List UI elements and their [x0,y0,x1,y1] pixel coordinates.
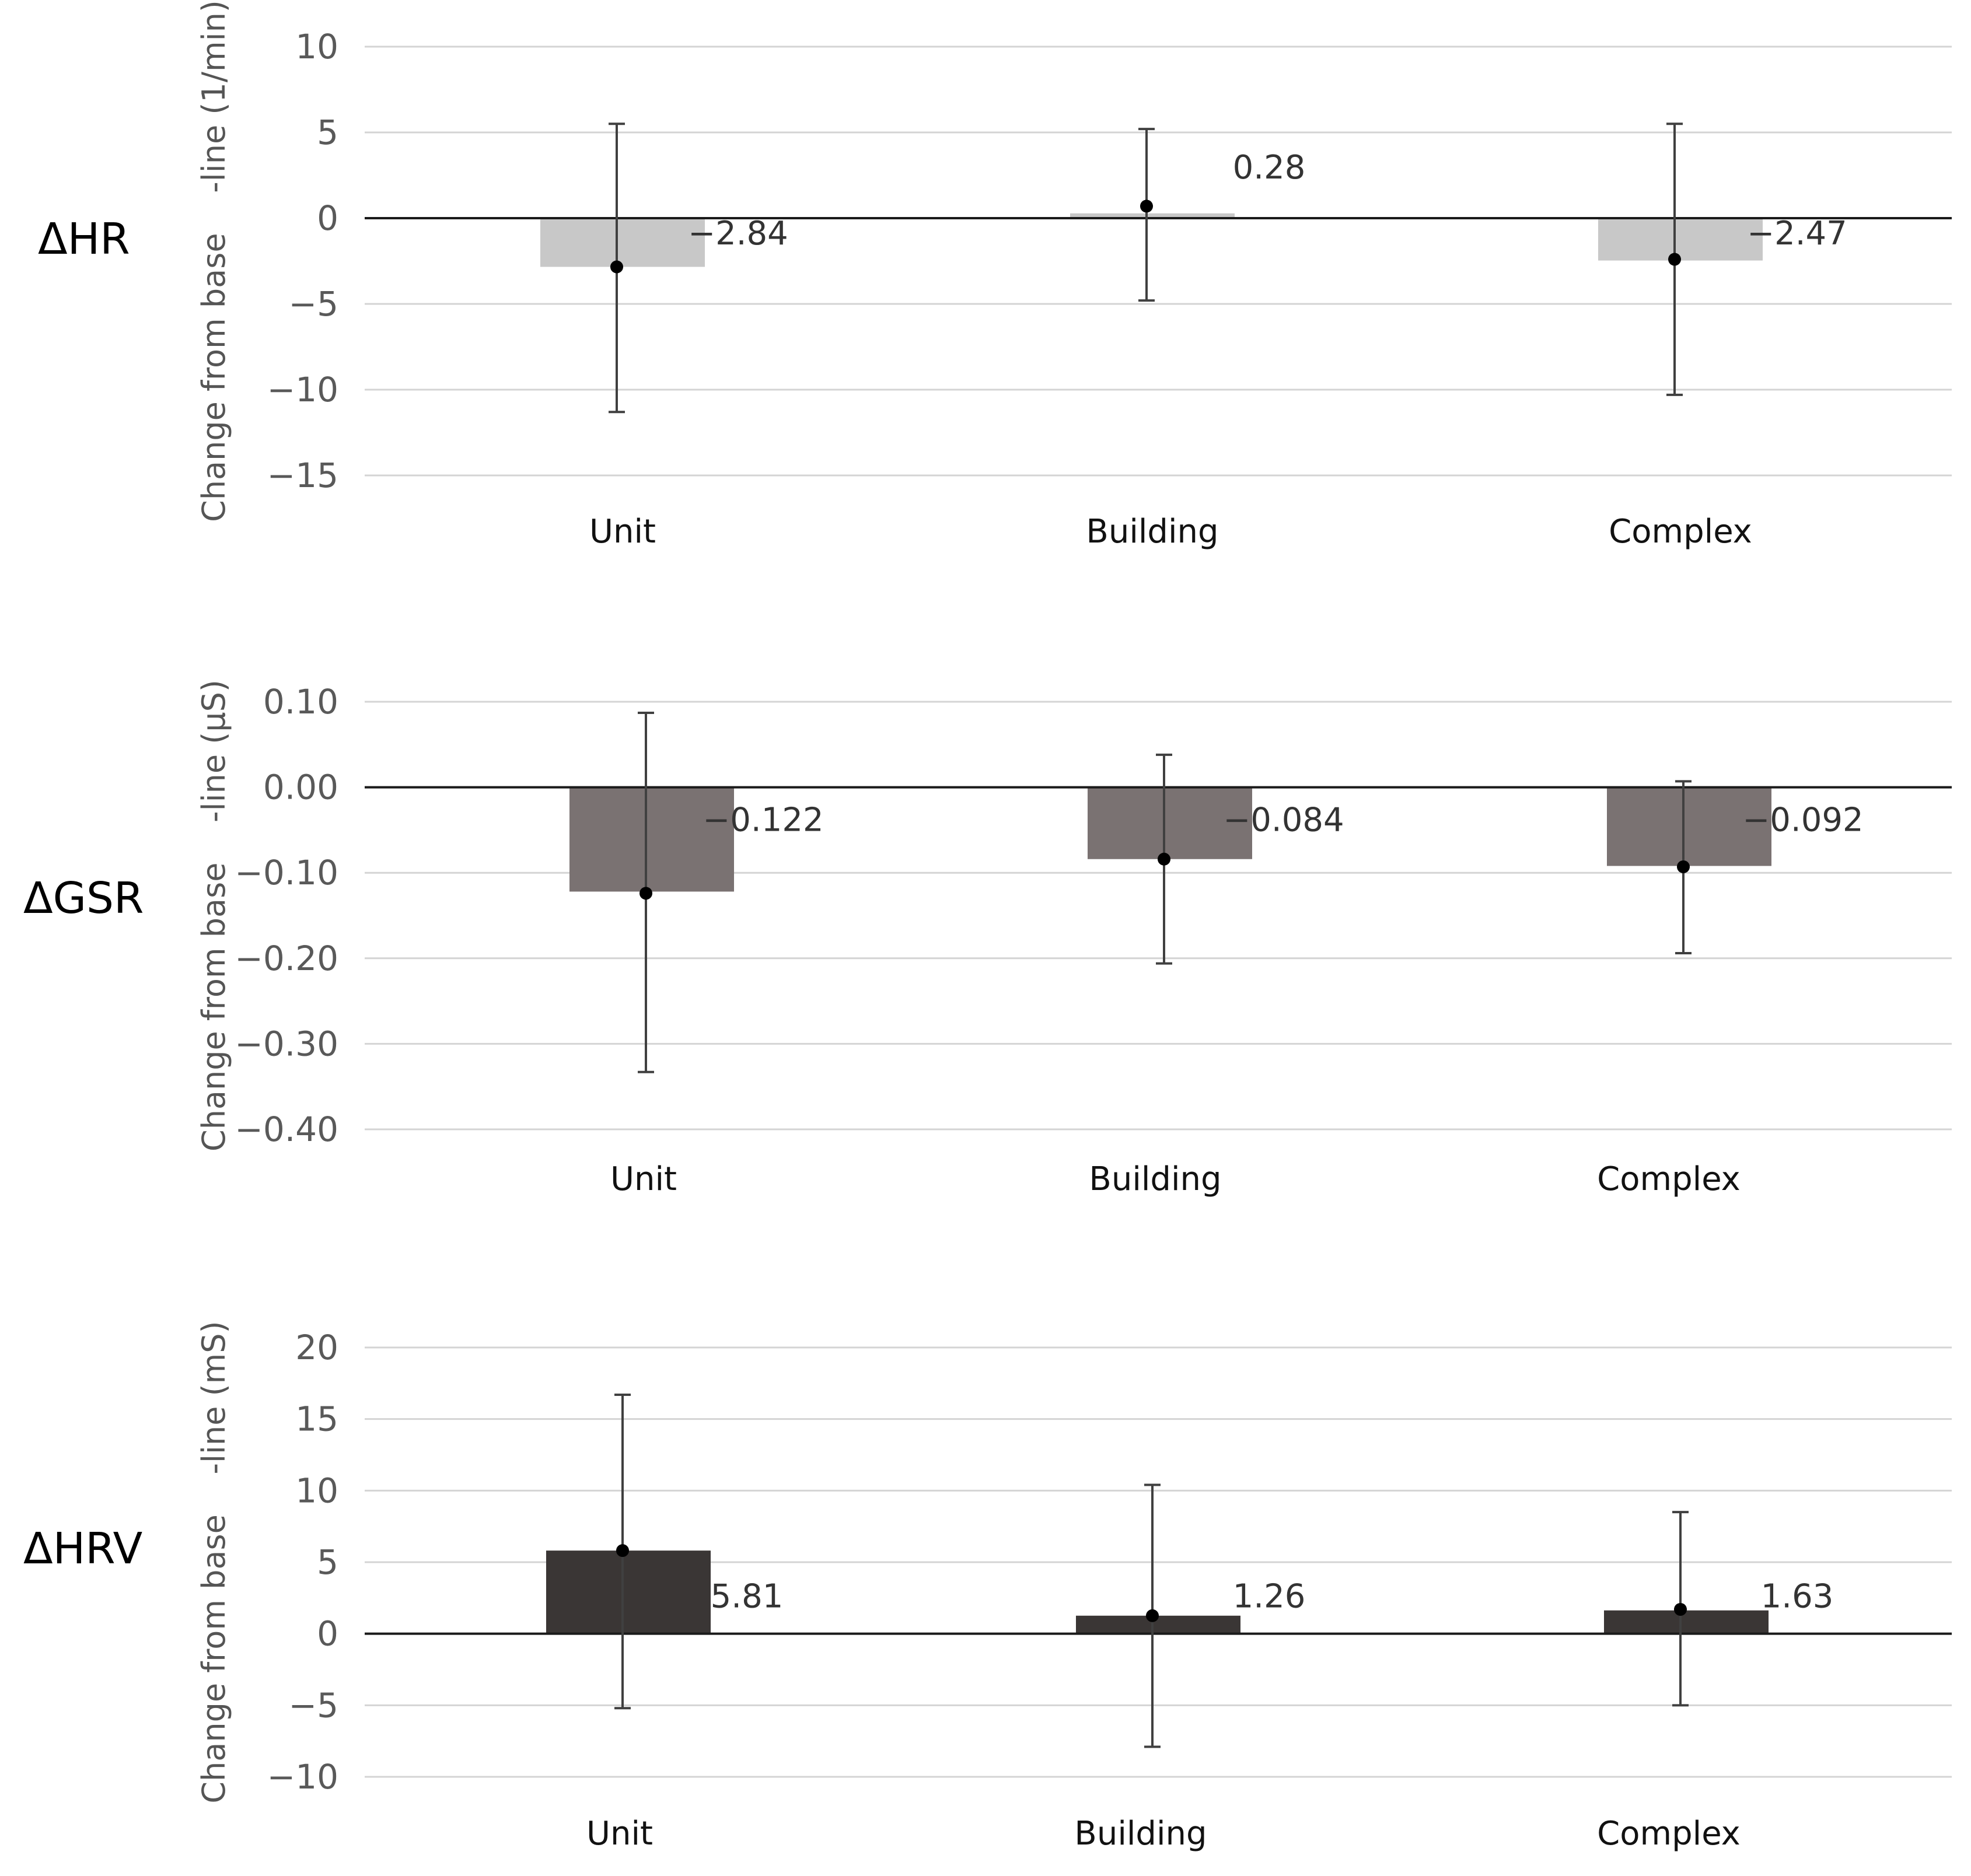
panel-2-data-label: 1.26 [1233,1578,1306,1616]
panel-2-tick-label: −10 [267,1757,338,1797]
panel-0-bar-building [1070,213,1235,218]
panel-1-tick-label: −0.40 [235,1110,338,1149]
panel-2-data-label: 5.81 [711,1578,784,1616]
panel-0-tick-label: −5 [289,284,339,324]
panel-0-data-label: −2.84 [688,215,788,253]
panel-1-category-label: Building [1089,1160,1221,1198]
panel-0-tick-label: −15 [267,456,338,495]
panel-1-mean-point [639,887,652,900]
panel-2-category-label: Unit [586,1815,653,1853]
panel-2-category-label: Complex [1597,1815,1741,1853]
panel-1-data-label: −0.092 [1742,802,1863,839]
panel-0-data-label: −2.47 [1747,215,1847,253]
panel-0-category-label: Complex [1609,513,1752,551]
panel-2-tick-label: 20 [295,1328,338,1367]
panel-2-tick-label: 0 [317,1614,338,1654]
panel-0-bar-unit [540,218,705,267]
panel-0-tick-label: 5 [317,113,338,152]
panel-0-mean-point [1140,200,1153,213]
panel-1-tick-label: 0.10 [263,682,338,722]
panel-1-panel-label: ΔGSR [23,873,144,923]
panel-1-mean-point [1677,860,1690,873]
panel-2-bar-unit [546,1550,711,1634]
panel-2-panel-label: ΔHRV [23,1524,143,1574]
panel-1-y-axis-title: Change from base -line (μS) [195,680,232,1152]
panel-2-category-label: Building [1074,1815,1207,1853]
panel-1-data-label: −0.122 [703,802,823,839]
panel-2-tick-label: 5 [317,1542,338,1582]
panel-1-bar-complex [1607,787,1771,866]
panel-0-data-label: 0.28 [1233,149,1306,187]
panel-2-tick-label: 10 [295,1471,338,1510]
panel-2-mean-point [1674,1602,1687,1616]
panel-0-mean-point [1668,253,1681,266]
panel-2-mean-point [616,1544,629,1558]
panel-1-category-label: Complex [1597,1160,1741,1198]
panel-0-tick-label: 10 [295,27,338,66]
panel-1-tick-label: 0.00 [263,768,338,807]
panel-2-data-label: 1.63 [1761,1578,1834,1616]
panel-0-y-axis-title: Change from base -line (1/min) [195,0,232,522]
panel-0-mean-point [610,260,623,274]
panel-1-bar-unit [569,787,734,892]
panel-1-tick-label: −0.10 [235,853,338,892]
panel-2-tick-label: 15 [295,1399,338,1439]
panel-2-tick-label: −5 [289,1685,339,1725]
panel-0-tick-label: 0 [317,198,338,238]
panel-0-bar-complex [1598,218,1763,261]
panel-0-category-label: Unit [589,513,656,551]
panel-1-tick-label: −0.30 [235,1024,338,1063]
panel-0-panel-label: ΔHR [38,214,130,264]
panel-1-bar-building [1088,787,1252,859]
panel-2-mean-point [1146,1609,1159,1622]
panel-0-tick-label: −10 [267,370,338,410]
panel-0-category-label: Building [1086,513,1218,551]
panel-1-data-label: −0.084 [1223,802,1344,839]
panel-2-bar-complex [1604,1610,1769,1634]
panel-2-bar-building [1076,1615,1240,1634]
panel-1-category-label: Unit [610,1160,677,1198]
panel-1-tick-label: −0.20 [235,939,338,978]
panel-1-mean-point [1158,852,1170,866]
panel-2-y-axis-title: Change from base -line (mS) [195,1321,232,1803]
